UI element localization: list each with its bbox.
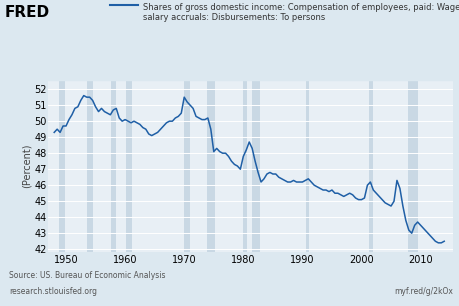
Bar	[111, 80, 116, 252]
Bar	[305, 80, 309, 252]
Text: research.stlouisfed.org: research.stlouisfed.org	[9, 287, 97, 296]
Bar	[368, 80, 372, 252]
Bar	[59, 80, 65, 252]
Y-axis label: (Percent): (Percent)	[22, 144, 32, 188]
Bar	[87, 80, 92, 252]
Bar	[207, 80, 214, 252]
Bar	[183, 80, 189, 252]
Text: Source: US. Bureau of Economic Analysis: Source: US. Bureau of Economic Analysis	[9, 271, 165, 280]
Bar	[252, 80, 260, 252]
Bar	[126, 80, 131, 252]
Text: Shares of gross domestic income: Compensation of employees, paid: Wage and
salar: Shares of gross domestic income: Compens…	[142, 3, 459, 22]
Text: myf.red/g/2kOx: myf.red/g/2kOx	[393, 287, 452, 296]
Bar	[243, 80, 246, 252]
Text: FRED: FRED	[5, 5, 50, 20]
Bar	[407, 80, 417, 252]
